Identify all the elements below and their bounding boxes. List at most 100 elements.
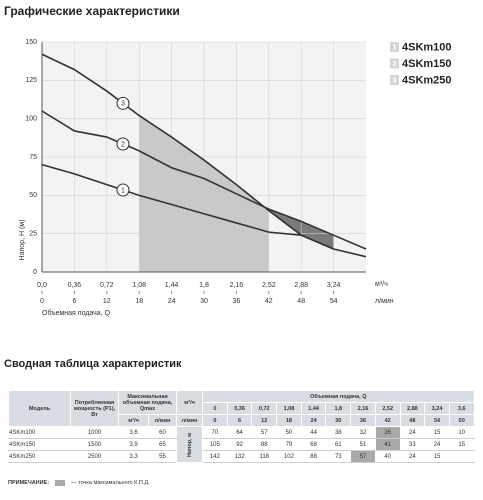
- table-cell: 42: [374, 414, 401, 427]
- x-tick-label: 1,08: [132, 282, 146, 289]
- table-cell: 32: [350, 426, 376, 439]
- table-cell: 15: [424, 450, 450, 463]
- table-row: 4SKm250 2500 3,3 55 142 132 118 102 88 73 57 40 24 15: [8, 450, 475, 463]
- table-cell: 24: [300, 414, 327, 427]
- table-cell: 0,36: [226, 402, 253, 415]
- y-tick-label: 150: [25, 39, 37, 46]
- series-number: 2: [121, 141, 125, 148]
- table-cell: 33: [399, 438, 426, 451]
- table-row: Модель Потребляемая мощность (P1), Вт Макс…: [8, 390, 475, 427]
- x2-tick-label: 6: [72, 298, 76, 305]
- table-cell: [448, 450, 475, 463]
- summary-table: Модель Потребляемая мощность (P1), Вт Макс…: [8, 390, 475, 463]
- table-cell: Максимальная объемная подача, Qmax: [117, 390, 178, 415]
- table-cell: 3,6: [448, 402, 475, 415]
- table-cell: 102: [276, 450, 302, 463]
- table-cell: 0: [202, 414, 228, 427]
- x-tick-label: 0,36: [68, 282, 82, 289]
- table-cell: л/мин: [147, 414, 178, 427]
- table-cell: 70: [202, 426, 228, 439]
- x2-tick-label: 42: [265, 298, 273, 305]
- table-cell: 6: [226, 414, 253, 427]
- series-line: [41, 53, 334, 250]
- table-cell: 0,72: [251, 402, 278, 415]
- note-swatch: [55, 480, 66, 486]
- x2-tick-label: 30: [200, 298, 208, 305]
- table-cell: 64: [226, 426, 253, 439]
- legend-number: 2: [393, 61, 397, 68]
- table-cell: 15: [448, 438, 475, 451]
- x2-tick-label: 12: [103, 298, 111, 305]
- table-cell: 40: [374, 450, 401, 463]
- table-row: м³/ч л/мин л/мин 0 6 12 18 24 30 36 42 48 54 60: [9, 414, 475, 427]
- table-cell: 1,08: [276, 402, 302, 415]
- legend-number: 3: [393, 77, 397, 84]
- table-cell: 142: [202, 450, 228, 463]
- y-tick-label: 100: [25, 116, 37, 123]
- series-marker: [116, 137, 130, 151]
- series-number: 3: [121, 101, 125, 108]
- table-cell: 2,52: [374, 402, 401, 415]
- y-tick-label: 0: [33, 269, 37, 276]
- table-cell: м³/ч: [176, 390, 204, 415]
- table-cell: 4SKm250: [8, 450, 71, 463]
- table-cell: 38: [325, 426, 352, 439]
- x-tick-label: 3,24: [327, 282, 341, 289]
- table-cell: 54: [424, 414, 450, 427]
- x-tick-label: 1,8: [199, 282, 209, 289]
- table-cell: 2,88: [399, 402, 426, 415]
- x-tick-label: 2,16: [230, 282, 244, 289]
- note-text: — точка максимального К.П.Д.: [71, 480, 150, 486]
- y-axis-label: Напор, Н (м): [19, 220, 26, 261]
- x-tick-label: 2,88: [294, 282, 308, 289]
- note: ПРИМЕЧАНИЕ: — точка максимального К.П.Д.: [8, 480, 150, 486]
- table-cell: 3,9: [118, 438, 149, 451]
- x2-unit: л/мин: [375, 298, 394, 305]
- series-marker: [116, 183, 130, 197]
- chart-title: Графические характеристики: [4, 4, 180, 18]
- table-cell: 1000: [70, 426, 119, 439]
- table-cell: 73: [325, 450, 352, 463]
- table-cell: м³/ч: [118, 414, 149, 427]
- table-cell: 18: [276, 414, 302, 427]
- x-tick-label: 2,52: [262, 282, 276, 289]
- series-marker: [116, 96, 130, 110]
- table-row: 4SKm100 1000 3,6 60 Напор, м 70 64 57 50 44 38 32 26…: [8, 426, 475, 463]
- table-cell: 4SKm150: [8, 438, 71, 451]
- y-tick-label: 125: [25, 77, 37, 84]
- x2-tick-label: 0: [40, 298, 44, 305]
- table-cell: Потребляемая мощность (P1), Вт: [70, 390, 119, 427]
- table-cell: 44: [300, 426, 327, 439]
- x2-tick-label: 54: [330, 298, 338, 305]
- table-cell: 68: [300, 438, 327, 451]
- x-axis-label: Объемная подача, Q: [42, 309, 111, 317]
- table-cell: 60: [147, 426, 178, 439]
- x-tick-label: 0,72: [100, 282, 114, 289]
- table-cell: 12: [251, 414, 278, 427]
- table-cell: 57: [251, 426, 278, 439]
- table-cell: 132: [226, 450, 253, 463]
- table-cell: 65: [147, 438, 178, 451]
- table-title: Сводная таблица характеристик: [4, 358, 182, 370]
- table-row: 4SKm150 1500 3,9 65 105 92 88 79 68 61 51 41 33 24 15: [8, 438, 475, 451]
- table-cell: Модель: [8, 390, 71, 427]
- x-unit: м³/ч: [375, 281, 388, 288]
- legend-swatch: [390, 75, 399, 85]
- x2-tick-label: 18: [135, 298, 143, 305]
- legend-number: 1: [393, 44, 397, 51]
- table-cell: 4SKm100: [8, 426, 71, 439]
- table-cell: 3,3: [118, 450, 149, 463]
- table-cell: 26: [374, 426, 401, 439]
- x2-tick-label: 36: [233, 298, 241, 305]
- table-cell: 118: [251, 450, 278, 463]
- table-cell: 2500: [70, 450, 119, 463]
- table-cell: 57: [350, 450, 376, 463]
- legend-swatch: [390, 42, 399, 52]
- table-cell: 60: [448, 414, 475, 427]
- table-cell: 48: [399, 414, 426, 427]
- table-cell: 88: [251, 438, 278, 451]
- table-cell: 10: [448, 426, 475, 439]
- legend-label: 4SKm150: [402, 58, 452, 70]
- y-tick-label: 75: [29, 154, 37, 161]
